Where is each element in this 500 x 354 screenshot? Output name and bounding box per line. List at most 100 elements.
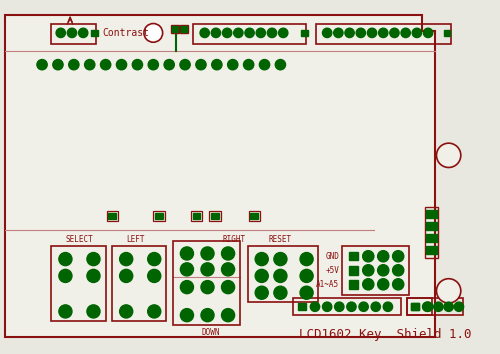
Circle shape (255, 252, 268, 266)
Circle shape (274, 269, 287, 282)
Circle shape (201, 281, 214, 294)
Bar (292, 298, 401, 315)
Bar (302, 30, 308, 36)
Bar (108, 213, 116, 219)
Bar (406, 298, 463, 315)
Circle shape (255, 269, 268, 282)
Circle shape (322, 302, 332, 312)
Text: LCD1602 Key  Shield 1.0: LCD1602 Key Shield 1.0 (299, 328, 472, 341)
Bar (52, 23, 96, 44)
Circle shape (359, 302, 368, 312)
Circle shape (87, 252, 100, 266)
Circle shape (356, 28, 366, 38)
Bar (248, 211, 260, 221)
Bar (349, 252, 358, 261)
Circle shape (148, 59, 158, 70)
Circle shape (228, 59, 238, 70)
Circle shape (422, 302, 432, 312)
Bar (248, 246, 318, 302)
Circle shape (412, 28, 422, 38)
Bar (342, 246, 409, 295)
Circle shape (234, 28, 243, 38)
Circle shape (268, 28, 276, 38)
Circle shape (222, 309, 234, 322)
Bar (106, 211, 118, 221)
Circle shape (120, 269, 132, 282)
Circle shape (120, 252, 132, 266)
Circle shape (276, 59, 285, 70)
Circle shape (56, 28, 66, 38)
Circle shape (84, 59, 95, 70)
Bar (154, 211, 164, 221)
Bar (190, 211, 202, 221)
Bar (406, 298, 432, 315)
Circle shape (300, 269, 313, 282)
Bar (155, 213, 162, 219)
Bar (250, 213, 258, 219)
Circle shape (362, 265, 374, 276)
Circle shape (148, 269, 161, 282)
Circle shape (436, 143, 461, 167)
Circle shape (180, 247, 194, 260)
Circle shape (274, 252, 287, 266)
Circle shape (222, 28, 232, 38)
Circle shape (37, 59, 47, 70)
Circle shape (334, 28, 343, 38)
Bar (426, 222, 438, 230)
Text: A1~A5: A1~A5 (316, 280, 340, 289)
Circle shape (347, 302, 356, 312)
Text: LEFT: LEFT (126, 235, 145, 244)
Circle shape (201, 309, 214, 322)
Bar (52, 246, 106, 321)
Bar (444, 30, 450, 36)
Bar (194, 23, 306, 44)
Circle shape (371, 302, 380, 312)
Circle shape (100, 59, 111, 70)
Circle shape (300, 286, 313, 299)
Circle shape (222, 281, 234, 294)
Bar (91, 30, 98, 36)
Text: RESET: RESET (269, 235, 292, 244)
Text: SELECT: SELECT (66, 235, 94, 244)
Circle shape (59, 252, 72, 266)
Circle shape (120, 305, 132, 318)
Bar (210, 211, 220, 221)
Circle shape (222, 247, 234, 260)
Bar (426, 246, 438, 255)
Text: DOWN: DOWN (201, 328, 220, 337)
Bar (192, 213, 200, 219)
Circle shape (434, 302, 443, 312)
Circle shape (392, 279, 404, 290)
Circle shape (436, 279, 461, 303)
Circle shape (148, 305, 161, 318)
Circle shape (322, 28, 332, 38)
Circle shape (362, 251, 374, 262)
Text: RIGHT: RIGHT (222, 235, 245, 244)
Circle shape (78, 28, 88, 38)
Circle shape (300, 252, 313, 266)
Bar (426, 210, 438, 218)
Bar (426, 207, 438, 258)
Circle shape (116, 59, 126, 70)
Circle shape (260, 59, 270, 70)
Bar (172, 26, 178, 32)
Circle shape (255, 286, 268, 299)
Circle shape (390, 28, 399, 38)
Circle shape (53, 59, 63, 70)
Circle shape (424, 28, 433, 38)
Bar (173, 241, 240, 325)
Bar (412, 303, 418, 310)
Circle shape (164, 59, 174, 70)
Circle shape (132, 59, 142, 70)
Circle shape (345, 28, 354, 38)
Circle shape (368, 28, 376, 38)
Text: Contrast: Contrast (102, 28, 149, 38)
Bar (171, 25, 178, 33)
Circle shape (201, 247, 214, 260)
Circle shape (244, 59, 254, 70)
Bar (112, 246, 166, 321)
Circle shape (212, 59, 222, 70)
Bar (412, 303, 418, 310)
Circle shape (59, 305, 72, 318)
Circle shape (148, 252, 161, 266)
